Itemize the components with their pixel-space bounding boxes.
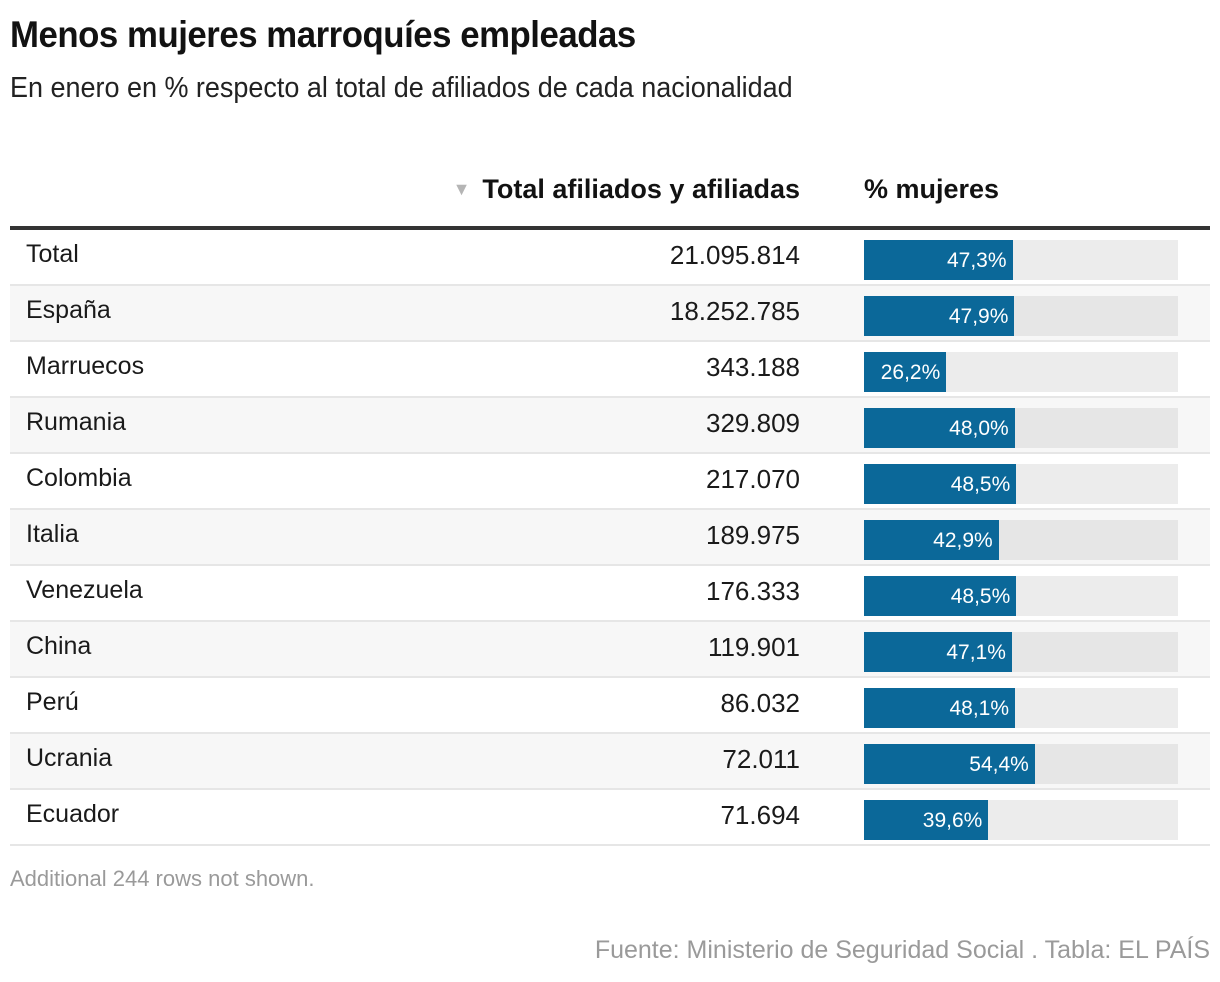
table-header: ▼ Total afiliados y afiliadas % mujeres [10, 160, 1210, 230]
chart-title: Menos mujeres marroquíes empleadas [10, 14, 636, 55]
pct-bar: 26,2% [864, 352, 947, 392]
sort-descending-icon[interactable]: ▼ [452, 179, 471, 199]
row-country-name: China [26, 632, 92, 660]
pct-bar-label: 42,9% [933, 529, 993, 552]
column-header-total[interactable]: ▼ Total afiliados y afiliadas [453, 174, 800, 205]
pct-bar-track: 39,6% [864, 800, 1178, 840]
table-row: Ucrania 72.011 54,4% [10, 734, 1210, 790]
data-table: ▼ Total afiliados y afiliadas % mujeres … [10, 160, 1210, 846]
pct-bar-label: 48,1% [949, 697, 1010, 720]
row-country-name: Colombia [26, 464, 132, 492]
pct-bar: 48,1% [864, 688, 1016, 728]
pct-bar-label: 26,2% [880, 361, 941, 384]
table-row: España 18.252.785 47,9% [10, 286, 1210, 342]
pct-bar: 48,5% [864, 464, 1017, 504]
pct-bar: 54,4% [864, 744, 1035, 784]
table-row: Marruecos 343.188 26,2% [10, 342, 1210, 398]
rows-hidden-note: Additional 244 rows not shown. [10, 866, 315, 891]
column-header-total-label: Total afiliados y afiliadas [482, 174, 800, 204]
pct-bar-track: 48,5% [864, 464, 1178, 504]
pct-bar-label: 54,4% [969, 753, 1029, 776]
pct-bar: 39,6% [864, 800, 989, 840]
pct-bar: 47,1% [864, 632, 1012, 672]
chart-subtitle: En enero en % respecto al total de afili… [10, 72, 793, 104]
pct-bar-label: 39,6% [922, 809, 983, 832]
column-header-pct-women[interactable]: % mujeres [864, 174, 1000, 204]
row-total-value: 21.095.814 [669, 240, 800, 270]
pct-bar-track: 26,2% [864, 352, 1178, 392]
row-country-name: España [26, 296, 111, 324]
pct-bar: 42,9% [864, 520, 999, 560]
pct-bar-track: 47,1% [864, 632, 1178, 672]
pct-bar-track: 47,9% [864, 296, 1178, 336]
row-country-name: Italia [26, 520, 79, 548]
table-row: Venezuela 176.333 48,5% [10, 566, 1210, 622]
table-row: China 119.901 47,1% [10, 622, 1210, 678]
pct-bar: 48,5% [864, 576, 1017, 616]
pct-bar-label: 47,3% [946, 249, 1007, 272]
table-row: Colombia 217.070 48,5% [10, 454, 1210, 510]
pct-bar: 48,0% [864, 408, 1015, 448]
pct-bar-track: 47,3% [864, 240, 1178, 280]
row-country-name: Ucrania [26, 744, 113, 772]
table-row: Ecuador 71.694 39,6% [10, 790, 1210, 846]
pct-bar-track: 48,0% [864, 408, 1178, 448]
row-total-value: 119.901 [707, 632, 800, 662]
row-total-value: 329.809 [706, 408, 800, 438]
pct-bar: 47,9% [864, 296, 1015, 336]
pct-bar-track: 48,5% [864, 576, 1178, 616]
pct-bar-track: 42,9% [864, 520, 1178, 560]
table-row: Perú 86.032 48,1% [10, 678, 1210, 734]
row-total-value: 176.333 [706, 576, 800, 606]
table-row: Rumania 329.809 48,0% [10, 398, 1210, 454]
row-country-name: Ecuador [26, 800, 120, 828]
row-country-name: Marruecos [26, 352, 145, 380]
pct-bar-label: 48,5% [950, 473, 1011, 496]
row-total-value: 217.070 [706, 464, 800, 494]
row-total-value: 86.032 [720, 688, 800, 718]
source-credit: Fuente: Ministerio de Seguridad Social .… [594, 936, 1210, 964]
pct-bar-label: 47,9% [948, 305, 1009, 328]
pct-bar-track: 48,1% [864, 688, 1178, 728]
pct-bar-label: 48,0% [949, 417, 1009, 440]
table-row: Italia 189.975 42,9% [10, 510, 1210, 566]
row-country-name: Total [26, 240, 79, 268]
row-country-name: Perú [26, 688, 79, 716]
pct-bar-track: 54,4% [864, 744, 1178, 784]
row-country-name: Venezuela [26, 576, 143, 604]
table-body: Total 21.095.814 47,3% España 18.252.785 47,9… [10, 230, 1210, 846]
table-row: Total 21.095.814 47,3% [10, 230, 1210, 286]
pct-bar-label: 47,1% [946, 641, 1006, 664]
row-total-value: 72.011 [722, 744, 800, 774]
row-total-value: 343.188 [706, 352, 800, 382]
row-country-name: Rumania [26, 408, 127, 436]
pct-bar: 47,3% [864, 240, 1013, 280]
row-total-value: 18.252.785 [669, 296, 800, 326]
pct-bar-label: 48,5% [950, 585, 1011, 608]
row-total-value: 71.694 [720, 800, 800, 830]
row-total-value: 189.975 [706, 520, 800, 550]
